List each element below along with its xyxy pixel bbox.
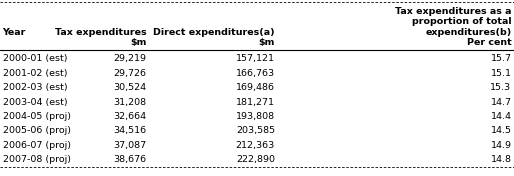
Text: 32,664: 32,664 <box>114 112 146 121</box>
Text: $m: $m <box>259 38 275 47</box>
Text: Direct expenditures(a): Direct expenditures(a) <box>153 28 275 37</box>
Text: 14.5: 14.5 <box>490 126 511 135</box>
Text: 29,219: 29,219 <box>114 54 146 63</box>
Text: 34,516: 34,516 <box>114 126 146 135</box>
Text: 166,763: 166,763 <box>236 69 275 78</box>
Text: 212,363: 212,363 <box>236 141 275 150</box>
Text: 15.1: 15.1 <box>490 69 511 78</box>
Text: 14.8: 14.8 <box>490 155 511 164</box>
Text: 181,271: 181,271 <box>236 98 275 106</box>
Text: Year: Year <box>3 28 26 37</box>
Text: 2003-04 (est): 2003-04 (est) <box>3 98 67 106</box>
Text: 37,087: 37,087 <box>114 141 146 150</box>
Text: 30,524: 30,524 <box>114 83 146 92</box>
Text: 157,121: 157,121 <box>236 54 275 63</box>
Text: expenditures(b): expenditures(b) <box>425 28 511 37</box>
Text: 38,676: 38,676 <box>114 155 146 164</box>
Text: 2002-03 (est): 2002-03 (est) <box>3 83 67 92</box>
Text: Per cent: Per cent <box>467 38 511 47</box>
Text: 2007-08 (proj): 2007-08 (proj) <box>3 155 70 164</box>
Text: 14.4: 14.4 <box>490 112 511 121</box>
Text: Tax expenditures as a: Tax expenditures as a <box>395 7 511 16</box>
Text: 29,726: 29,726 <box>114 69 146 78</box>
Text: 14.9: 14.9 <box>490 141 511 150</box>
Text: 2006-07 (proj): 2006-07 (proj) <box>3 141 70 150</box>
Text: 15.3: 15.3 <box>490 83 511 92</box>
Text: 222,890: 222,890 <box>236 155 275 164</box>
Text: 169,486: 169,486 <box>236 83 275 92</box>
Text: 14.7: 14.7 <box>490 98 511 106</box>
Text: 193,808: 193,808 <box>236 112 275 121</box>
Text: 31,208: 31,208 <box>114 98 146 106</box>
Text: 2000-01 (est): 2000-01 (est) <box>3 54 67 63</box>
Text: proportion of total: proportion of total <box>412 17 511 26</box>
Text: Tax expenditures: Tax expenditures <box>55 28 146 37</box>
Text: 2004-05 (proj): 2004-05 (proj) <box>3 112 70 121</box>
Text: $m: $m <box>130 38 146 47</box>
Text: 203,585: 203,585 <box>236 126 275 135</box>
Text: 15.7: 15.7 <box>490 54 511 63</box>
Text: 2005-06 (proj): 2005-06 (proj) <box>3 126 70 135</box>
Text: 2001-02 (est): 2001-02 (est) <box>3 69 67 78</box>
